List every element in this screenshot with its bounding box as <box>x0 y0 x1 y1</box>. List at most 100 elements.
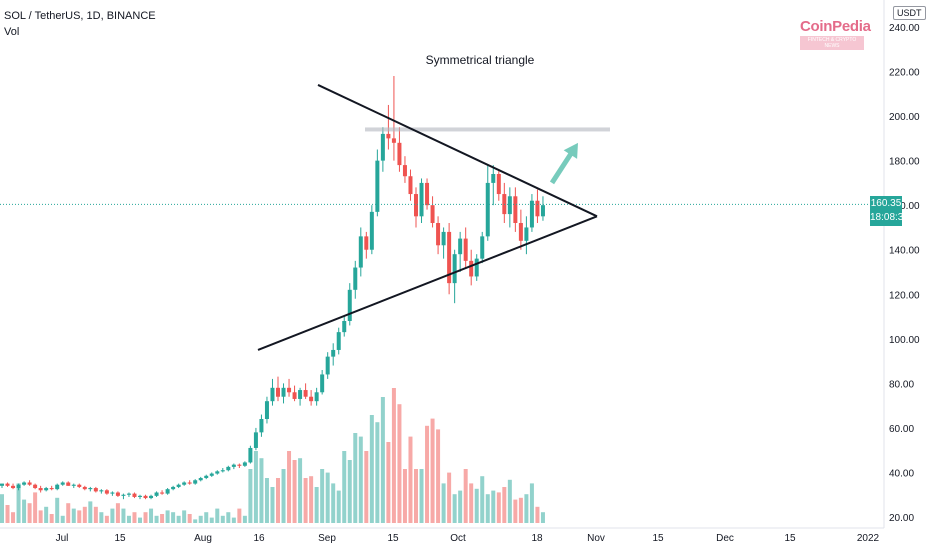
volume-bar <box>540 512 545 523</box>
logo-name: CoinPedia <box>800 18 871 35</box>
x-tick-label: 15 <box>784 533 796 544</box>
volume-bar <box>358 436 363 523</box>
volume-bar <box>292 460 297 523</box>
candle <box>447 231 452 284</box>
candle <box>347 289 352 321</box>
currency-unit-button[interactable]: USDT <box>893 6 926 20</box>
volume-bar <box>270 487 275 523</box>
volume-bar <box>314 487 319 523</box>
x-tick-label: Nov <box>587 533 605 544</box>
volume-bar <box>0 494 4 523</box>
candle <box>204 475 209 479</box>
y-tick-label: 220.00 <box>889 68 920 79</box>
x-tick-label: Aug <box>194 533 212 544</box>
candle <box>331 349 336 357</box>
candle <box>458 238 463 255</box>
candle <box>364 236 369 250</box>
volume-bar <box>430 418 435 523</box>
y-tick-label: 200.00 <box>889 112 920 123</box>
candle <box>408 176 413 195</box>
volume-bar <box>441 483 446 523</box>
symbol-title[interactable]: SOL / TetherUS, 1D, BINANCE <box>4 10 156 22</box>
candle <box>198 478 203 481</box>
candle <box>71 484 76 486</box>
last-price-value: 160.35 <box>870 198 902 209</box>
volume-bar <box>60 515 65 523</box>
volume-bar <box>469 483 474 523</box>
candle <box>237 464 242 466</box>
candle <box>193 480 198 484</box>
x-tick-label: 18 <box>531 533 543 544</box>
volume-bar <box>99 512 104 523</box>
candle <box>524 227 529 241</box>
volume-bar <box>126 515 131 523</box>
candle <box>452 254 457 284</box>
candle <box>182 482 187 485</box>
coinpedia-logo: CoinPedia FINTECH & CRYPTO NEWS <box>800 18 871 50</box>
y-tick-label: 100.00 <box>889 335 920 346</box>
candle <box>298 390 303 399</box>
volume-bar <box>414 469 418 523</box>
candle <box>33 484 38 489</box>
volume-bar <box>253 451 258 523</box>
volume-bar <box>237 508 242 523</box>
volume-bar <box>264 478 269 523</box>
volume-bar <box>88 501 93 523</box>
candle <box>5 483 10 486</box>
volume-bar <box>77 510 82 523</box>
y-tick-label: 40.00 <box>889 468 914 479</box>
volume-bar <box>220 515 225 523</box>
volume-bar <box>5 505 10 523</box>
candle <box>149 495 154 499</box>
time-axis[interactable]: Jul 15 Aug 16 Sep 15 Oct 18 Nov 15 Dec 15 2022 <box>56 533 880 544</box>
volume-bar <box>160 514 165 523</box>
volume-bar <box>447 472 452 523</box>
candle <box>16 484 21 489</box>
triangle-lower-line <box>257 215 598 351</box>
candle <box>430 205 435 223</box>
volume-bar <box>287 451 292 523</box>
volume-bar <box>204 512 209 523</box>
volume-bar <box>342 451 347 523</box>
volume-bar <box>154 515 159 523</box>
y-tick-label: 140.00 <box>889 246 920 257</box>
volume-bar <box>452 494 457 523</box>
volume-bar <box>502 487 507 523</box>
candle <box>463 238 468 261</box>
candle <box>281 387 286 397</box>
candle <box>369 211 374 250</box>
volume-bar <box>11 512 16 523</box>
candle <box>320 374 325 393</box>
candle <box>303 390 308 397</box>
volume-indicator-label[interactable]: Vol <box>4 26 20 38</box>
volume-bar <box>104 515 109 523</box>
price-axis[interactable]: 20.00 40.00 60.00 80.00 100.00 120.00 140.00 16… <box>889 23 920 524</box>
candle <box>276 387 280 397</box>
volume-bar <box>408 436 413 523</box>
x-tick-label: Oct <box>450 533 466 544</box>
candle <box>220 470 225 472</box>
volume-bar <box>298 458 303 523</box>
candle <box>358 236 363 268</box>
candle <box>419 182 424 217</box>
candle <box>27 482 32 485</box>
volume-bar <box>336 490 341 523</box>
volume-bar <box>132 512 137 523</box>
volume-layer <box>0 388 545 523</box>
volume-bar <box>27 503 32 523</box>
volume-bar <box>331 483 336 523</box>
candle <box>391 138 396 143</box>
x-tick-label: Jul <box>56 533 69 544</box>
volume-bar <box>22 499 27 523</box>
volume-bar <box>16 483 21 523</box>
x-tick-label: Sep <box>318 533 336 544</box>
candle <box>11 485 16 489</box>
volume-bar <box>320 469 325 523</box>
candle <box>132 493 137 497</box>
candle <box>242 462 247 466</box>
volume-bar <box>535 506 540 523</box>
candle <box>402 165 407 177</box>
volume-bar <box>303 478 308 523</box>
candle <box>469 260 474 277</box>
